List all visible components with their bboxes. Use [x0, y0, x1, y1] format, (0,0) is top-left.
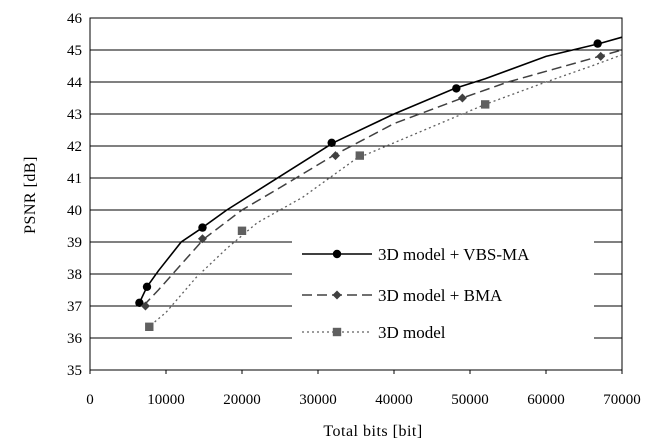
legend-marker-3	[332, 327, 342, 337]
series-1-point-1	[135, 298, 144, 307]
x-tick-0: 0	[86, 392, 94, 408]
series-3-point-4	[481, 100, 490, 109]
y-tick-44: 44	[67, 75, 83, 91]
x-axis-label: Total bits [bit]	[323, 423, 422, 440]
series-1-point-6	[593, 39, 602, 48]
series-2-point-1	[140, 301, 150, 311]
legend-label-2: 3D model + BMA	[378, 286, 503, 305]
y-tick-36: 36	[67, 331, 83, 347]
y-tick-46: 46	[67, 11, 83, 27]
y-tick-40: 40	[67, 203, 82, 219]
legend-label-1: 3D model + VBS-MA	[378, 245, 530, 264]
series-2-point-3	[330, 151, 340, 161]
x-tick-labels: 0 10000 20000 30000 40000 50000 60000 70000	[86, 370, 641, 408]
x-tick-30000: 30000	[299, 392, 337, 408]
series-1-point-3	[198, 223, 207, 232]
x-tick-40000: 40000	[375, 392, 413, 408]
legend-marker-2	[332, 290, 342, 300]
x-tick-60000: 60000	[527, 392, 565, 408]
series-markers	[135, 39, 606, 331]
y-tick-42: 42	[67, 139, 82, 155]
grid-lines	[90, 49, 622, 339]
x-tick-10000: 10000	[147, 392, 185, 408]
y-tick-41: 41	[67, 171, 82, 187]
y-tick-43: 43	[67, 107, 82, 123]
x-tick-70000: 70000	[603, 392, 641, 408]
series-2-point-2	[197, 234, 207, 244]
series-3-point-1	[145, 322, 154, 331]
y-tick-45: 45	[67, 43, 82, 59]
series-2-point-4	[457, 93, 467, 103]
series-3-point-3	[355, 151, 364, 160]
y-tick-37: 37	[67, 299, 83, 315]
legend-marker-1	[332, 249, 342, 259]
series-1-point-4	[327, 138, 336, 147]
y-tick-39: 39	[67, 235, 82, 251]
y-tick-38: 38	[67, 267, 82, 283]
series-2-point-5	[596, 51, 606, 61]
y-tick-labels: 35 36 37 38 39 40 41 42 43 44 45 46	[67, 11, 83, 379]
series-3-point-2	[237, 226, 247, 235]
series-1-point-2	[142, 282, 152, 291]
y-tick-35: 35	[67, 363, 82, 379]
x-tick-20000: 20000	[223, 392, 261, 408]
y-axis-label: PSNR [dB]	[22, 156, 39, 234]
plot-frame	[89, 17, 623, 371]
series-1-point-5	[452, 84, 461, 93]
x-tick-50000: 50000	[451, 392, 489, 408]
legend-background	[292, 234, 594, 346]
legend-label-3: 3D model	[378, 323, 446, 342]
series-line-1	[138, 36, 623, 304]
legend: 3D model + VBS-MA 3D model + BMA 3D model	[292, 234, 594, 346]
